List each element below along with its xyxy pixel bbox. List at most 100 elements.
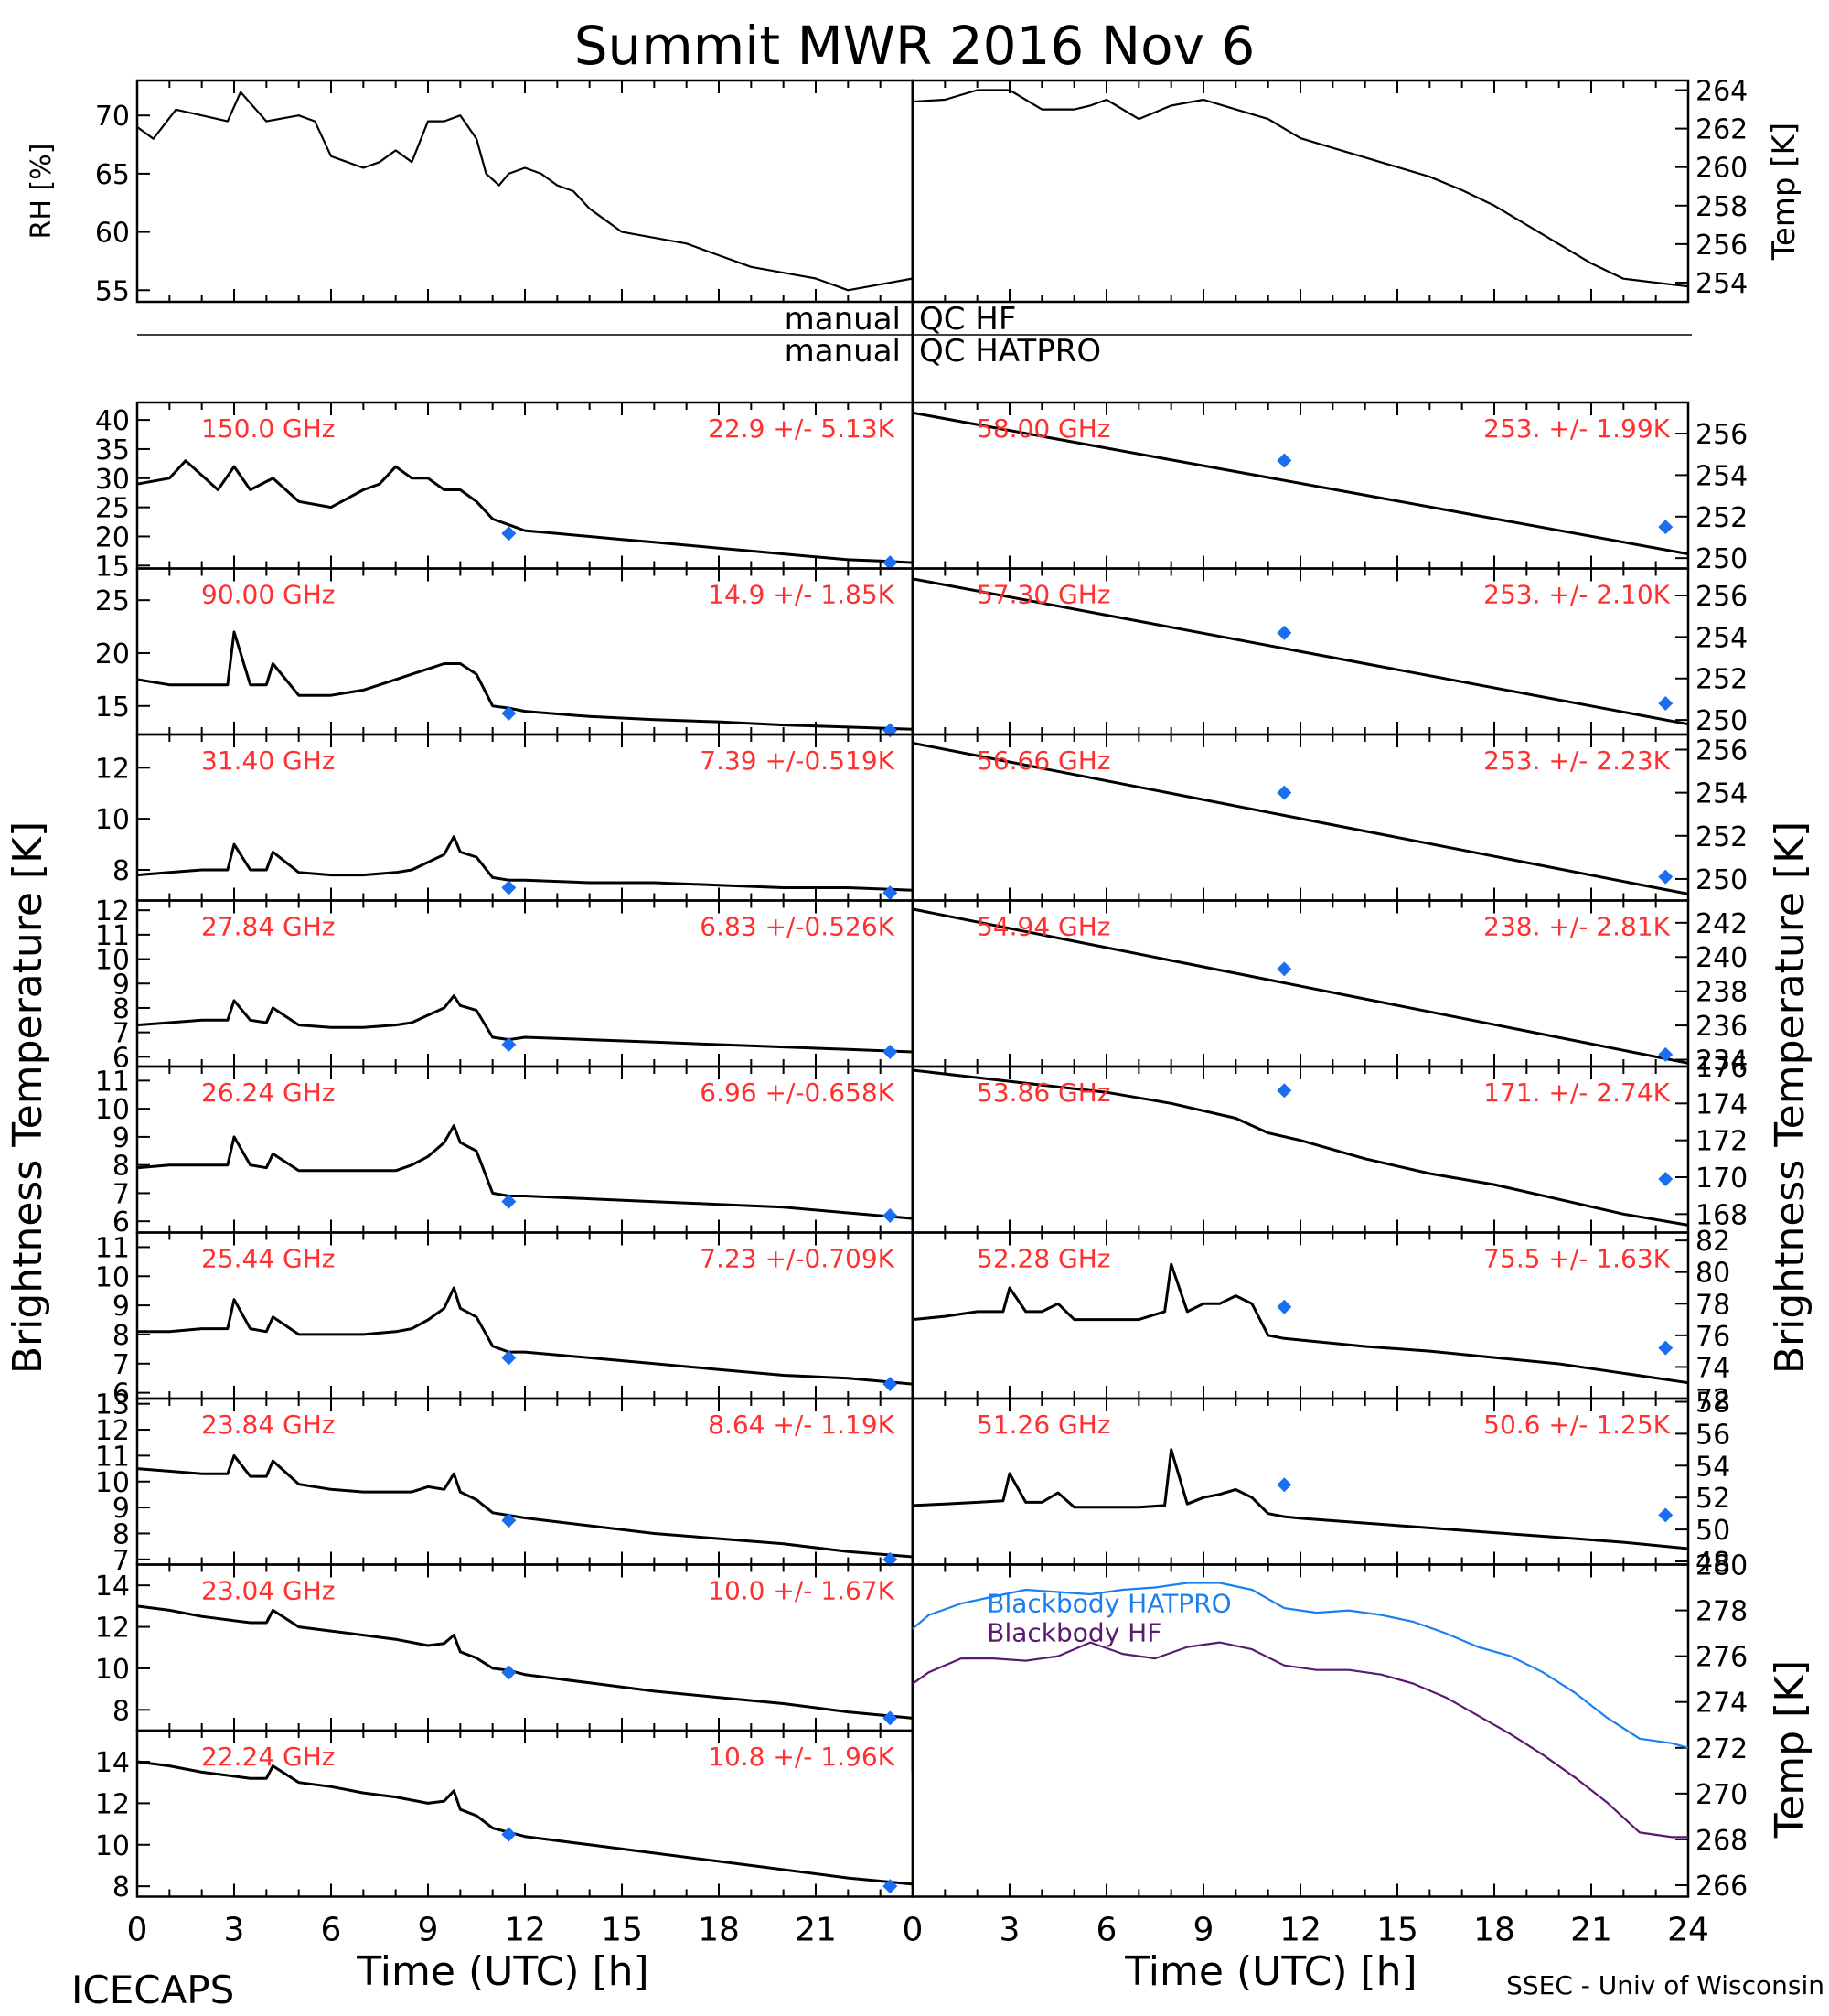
y-tick-label-rh: 55: [95, 275, 130, 307]
footer-right: SSEC - Univ of Wisconsin: [1506, 1970, 1824, 2000]
series-line-rh: [136, 91, 914, 292]
y-tick-label-ch238: 8: [112, 1518, 130, 1550]
sounding-marker-ch254: [501, 1350, 517, 1366]
channel-label-ch523: 52.28 GHz: [977, 1244, 1111, 1274]
y-tick-label-ch57: 254: [1695, 460, 1748, 492]
series-line-ch230: [136, 1604, 914, 1720]
y-tick-label-ch278: 9: [112, 969, 130, 1001]
sounding-marker-ch575: [1277, 625, 1292, 640]
sounding-marker-ch549: [1658, 1046, 1674, 1062]
qc-value-2: QC HATPRO: [919, 333, 1101, 370]
channel-label-ch538: 53.86 GHz: [977, 1078, 1111, 1108]
y-tick-label-ch230: 12: [95, 1613, 130, 1645]
channel-stats-ch57: 253. +/- 1.99K: [1483, 413, 1670, 444]
channel-label-ch230: 23.04 GHz: [201, 1576, 336, 1606]
y-tick-label-rh: 65: [95, 159, 130, 191]
channel-stats-ch538: 171. +/- 2.74K: [1483, 1078, 1670, 1108]
x-tick-label-right: 24: [1667, 1912, 1709, 1949]
x-tick-label-left: 12: [504, 1912, 546, 1949]
channel-label-ch549: 54.94 GHz: [977, 912, 1111, 942]
y-tick-label-ch538: 172: [1695, 1126, 1748, 1158]
qc-label-2: manual: [785, 333, 901, 370]
y-tick-label-ch512: 50: [1695, 1515, 1730, 1547]
y-tick-label-ch538: 168: [1695, 1199, 1748, 1231]
qc-value-1: QC HF: [919, 301, 1016, 338]
series-line-bb-0: [912, 1582, 1689, 1749]
sounding-marker-ch238: [501, 1513, 517, 1528]
channel-label-ch238: 23.84 GHz: [201, 1410, 336, 1440]
y-tick-label-ch254: 9: [112, 1291, 130, 1323]
x-tick-label-right: 0: [903, 1912, 924, 1949]
x-tick-label-right: 12: [1279, 1912, 1321, 1949]
y-tick-label-ch538: 170: [1695, 1163, 1748, 1195]
y-tick-label-ch254: 10: [95, 1261, 130, 1293]
y-tick-label-ch512: 54: [1695, 1451, 1730, 1483]
sounding-marker-ch566: [1658, 869, 1674, 885]
series-line-ch57: [912, 411, 1689, 556]
channel-label-ch150: 150.0 GHz: [201, 413, 336, 444]
y-tick-label-ch549: 242: [1695, 908, 1748, 940]
panel-frame-rh: [135, 79, 914, 304]
y-tick-label-temp: 258: [1695, 191, 1748, 223]
sounding-marker-ch575: [1658, 695, 1674, 711]
y-tick-label-ch254: 11: [95, 1232, 130, 1264]
y-tick-label-ch549: 238: [1695, 977, 1748, 1009]
y-tick-label-ch538: 176: [1695, 1052, 1748, 1084]
y-tick-label-ch262: 6: [112, 1206, 130, 1239]
sounding-marker-ch538: [1277, 1083, 1292, 1099]
qc-label-1: manual: [785, 301, 901, 338]
y-tick-label-ch512: 52: [1695, 1483, 1730, 1515]
channel-label-ch512: 51.26 GHz: [977, 1410, 1111, 1440]
y-tick-label-ch262: 11: [95, 1066, 130, 1098]
y-tick-label-ch538: 174: [1695, 1088, 1748, 1121]
x-tick-label-right: 6: [1096, 1912, 1118, 1949]
sounding-marker-ch57: [1658, 520, 1674, 535]
x-tick-label-left: 15: [601, 1912, 643, 1949]
y-tick-label-bb: 274: [1695, 1688, 1748, 1720]
series-line-ch523: [912, 1262, 1689, 1385]
y-tick-label-ch238: 10: [95, 1467, 130, 1499]
sounding-marker-ch31: [501, 880, 517, 895]
x-tick-label-left: 18: [698, 1912, 740, 1949]
y-tick-label-ch575: 256: [1695, 581, 1748, 613]
y-tick-label-ch549: 240: [1695, 942, 1748, 974]
y-tick-label-ch31: 12: [95, 753, 130, 785]
y-tick-label-ch222: 14: [95, 1747, 130, 1779]
y-tick-label-ch523: 72: [1695, 1384, 1730, 1416]
channel-label-ch262: 26.24 GHz: [201, 1078, 336, 1108]
y-axis-label-rh: RH [%]: [26, 144, 58, 240]
y-tick-label-ch238: 9: [112, 1493, 130, 1525]
y-tick-label-ch575: 254: [1695, 622, 1748, 654]
y-tick-label-ch278: 7: [112, 1018, 130, 1050]
footer-left: ICECAPS: [71, 1968, 234, 2012]
x-tick-label-left: 3: [224, 1912, 245, 1949]
y-tick-label-rh: 70: [95, 101, 130, 133]
x-tick-label-left: 21: [795, 1912, 837, 1949]
y-tick-label-ch230: 8: [112, 1695, 130, 1727]
channel-label-ch57: 58.00 GHz: [977, 413, 1111, 444]
y-tick-label-ch150: 15: [95, 551, 130, 583]
x-tick-label-left: 6: [321, 1912, 342, 1949]
x-tick-label-right: 18: [1473, 1912, 1515, 1949]
channel-stats-ch150: 22.9 +/- 5.13K: [708, 413, 894, 444]
y-tick-label-temp: 256: [1695, 230, 1748, 262]
x-tick-label-left: 0: [127, 1912, 148, 1949]
left-x-axis-label: Time (UTC) [h]: [356, 1948, 648, 1995]
y-tick-label-ch57: 252: [1695, 502, 1748, 534]
y-tick-label-bb: 272: [1695, 1733, 1748, 1765]
y-tick-label-ch238: 7: [112, 1545, 130, 1577]
y-tick-label-ch278: 11: [95, 920, 130, 952]
y-tick-label-ch575: 250: [1695, 705, 1748, 737]
y-tick-label-ch523: 80: [1695, 1258, 1730, 1290]
right-y-axis-label: Brightness Temperature [K]: [1767, 821, 1813, 1374]
y-tick-label-ch523: 78: [1695, 1289, 1730, 1321]
channel-stats-ch549: 238. +/- 2.81K: [1483, 912, 1670, 942]
channel-stats-ch222: 10.8 +/- 1.96K: [708, 1742, 894, 1772]
channel-stats-ch238: 8.64 +/- 1.19K: [708, 1410, 894, 1440]
y-tick-label-ch222: 8: [112, 1871, 130, 1903]
y-tick-label-ch31: 10: [95, 804, 130, 836]
y-tick-label-ch90: 15: [95, 692, 130, 724]
channel-stats-ch90: 14.9 +/- 1.85K: [708, 580, 894, 610]
